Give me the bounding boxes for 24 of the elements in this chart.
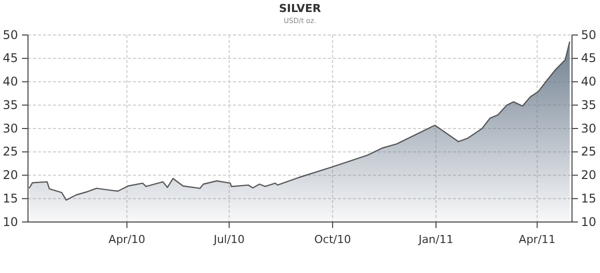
y-tick-label: 20 [2, 168, 18, 182]
y2-tick-label: 40 [581, 74, 596, 89]
x-tick-label: Jul/10 [212, 233, 245, 246]
y-tick-label: 50 [2, 28, 18, 42]
x-tick-label: Apr/10 [108, 233, 146, 246]
x-tick-label: Jan/11 [418, 233, 454, 246]
y2-tick-label: 25 [581, 144, 596, 159]
y-tick-label: 10 [2, 214, 18, 229]
y2-tick-label: 20 [581, 168, 596, 182]
y-tick-label: 30 [2, 121, 18, 136]
y2-tick-label: 45 [581, 51, 596, 66]
y-tick-label: 15 [2, 191, 18, 206]
x-tick-label: Apr/11 [518, 233, 556, 246]
y2-tick-label: 30 [581, 121, 596, 136]
y-tick-label: 40 [2, 74, 18, 89]
y2-tick-label: 10 [581, 214, 596, 229]
y2-tick-label: 15 [581, 191, 596, 206]
y2-tick-label: 35 [581, 98, 596, 112]
chart-title: SILVER [278, 2, 322, 15]
x-tick-label: Oct/10 [314, 233, 351, 246]
y-tick-label: 45 [2, 51, 18, 66]
y2-tick-label: 50 [581, 28, 596, 42]
y-tick-label: 25 [2, 144, 18, 159]
y-tick-label: 35 [2, 98, 18, 112]
